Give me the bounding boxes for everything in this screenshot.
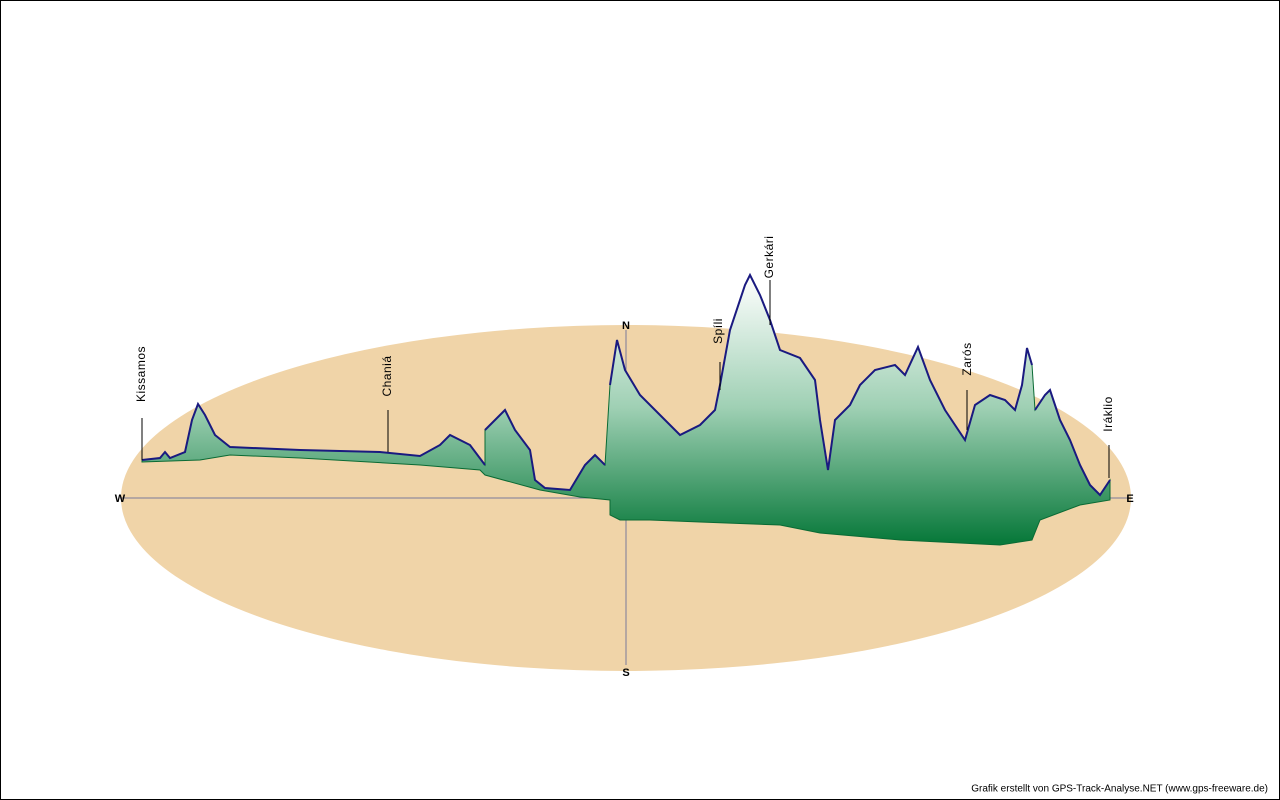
place-label: Gerkári [762,236,776,279]
place-label: Chaniá [380,355,394,396]
compass-south: S [622,667,629,679]
place-label: Kissamos [134,346,148,402]
terrain-outline [141,272,1111,497]
place-label: Iráklio [1101,396,1115,432]
place-markers [141,280,1110,478]
credit: Grafik erstellt von GPS-Track-Analyse.NE… [971,784,1268,795]
compass-east: E [1126,493,1133,505]
compass-north: N [622,320,630,332]
compass-west: W [115,493,126,505]
place-label: Zarós [960,342,974,375]
place-label: Spíli [711,318,725,344]
